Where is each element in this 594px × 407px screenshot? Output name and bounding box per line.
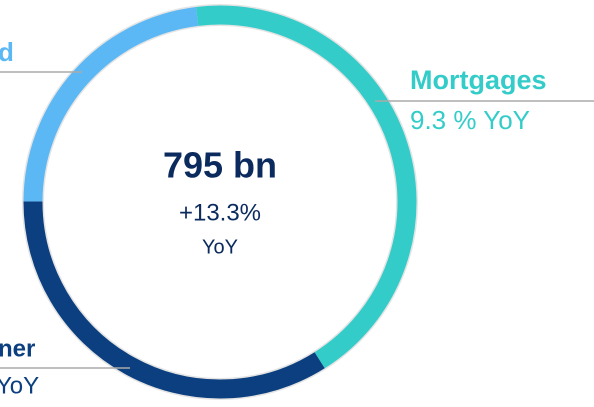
donut-segment [23, 201, 325, 399]
center-note: YoY [202, 236, 238, 258]
donut-segment [23, 6, 199, 202]
segment-label: Mortgages [410, 65, 547, 95]
segment-label: ner [0, 335, 35, 362]
segment-label: d [0, 37, 14, 67]
donut-segment [196, 5, 417, 369]
center-title: 795 bn [163, 145, 277, 186]
center-subtitle: +13.3% [179, 199, 261, 226]
segment-sublabel: 9.3 % YoY [410, 105, 530, 135]
segment-sublabel: YoY [0, 372, 39, 399]
donut [22, 4, 418, 400]
